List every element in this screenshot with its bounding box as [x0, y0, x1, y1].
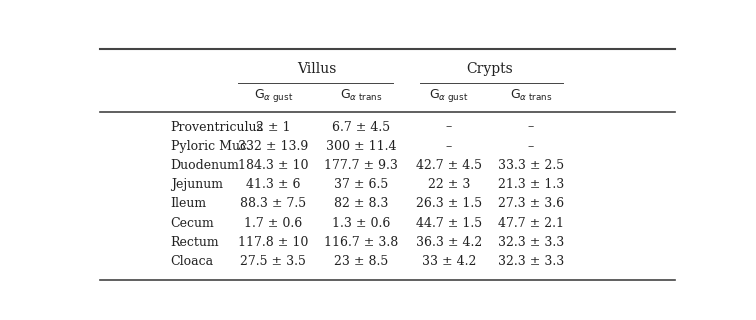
Text: 37 ± 6.5: 37 ± 6.5 [334, 178, 389, 191]
Text: 33.3 ± 2.5: 33.3 ± 2.5 [498, 159, 564, 172]
Text: –: – [528, 121, 534, 134]
Text: Duodenum: Duodenum [171, 159, 240, 172]
Text: Crypts: Crypts [466, 62, 513, 76]
Text: Ileum: Ileum [171, 197, 207, 211]
Text: 1.3 ± 0.6: 1.3 ± 0.6 [332, 217, 390, 230]
Text: 33 ± 4.2: 33 ± 4.2 [422, 255, 476, 268]
Text: –: – [446, 140, 452, 153]
Text: 36.3 ± 4.2: 36.3 ± 4.2 [416, 236, 482, 249]
Text: 117.8 ± 10: 117.8 ± 10 [238, 236, 308, 249]
Text: 32.3 ± 3.3: 32.3 ± 3.3 [498, 255, 564, 268]
Text: $\mathrm{G}_{\alpha\ \mathrm{trans}}$: $\mathrm{G}_{\alpha\ \mathrm{trans}}$ [339, 88, 383, 103]
Text: 1.7 ± 0.6: 1.7 ± 0.6 [244, 217, 302, 230]
Text: 21.3 ± 1.3: 21.3 ± 1.3 [498, 178, 564, 191]
Text: 26.3 ± 1.5: 26.3 ± 1.5 [416, 197, 482, 211]
Text: –: – [528, 140, 534, 153]
Text: Villus: Villus [297, 62, 337, 76]
Text: Jejunum: Jejunum [171, 178, 223, 191]
Text: $\mathrm{G}_{\alpha\ \mathrm{gust}}$: $\mathrm{G}_{\alpha\ \mathrm{gust}}$ [429, 87, 469, 104]
Text: Proventriculus: Proventriculus [171, 121, 264, 134]
Text: 23 ± 8.5: 23 ± 8.5 [334, 255, 389, 268]
Text: 2 ± 1: 2 ± 1 [256, 121, 290, 134]
Text: 332 ± 13.9: 332 ± 13.9 [238, 140, 308, 153]
Text: 44.7 ± 1.5: 44.7 ± 1.5 [416, 217, 482, 230]
Text: 22 ± 3: 22 ± 3 [428, 178, 470, 191]
Text: Cecum: Cecum [171, 217, 215, 230]
Text: 82 ± 8.3: 82 ± 8.3 [334, 197, 389, 211]
Text: $\mathrm{G}_{\alpha\ \mathrm{trans}}$: $\mathrm{G}_{\alpha\ \mathrm{trans}}$ [510, 88, 553, 103]
Text: 116.7 ± 3.8: 116.7 ± 3.8 [324, 236, 398, 249]
Text: 27.5 ± 3.5: 27.5 ± 3.5 [240, 255, 306, 268]
Text: Rectum: Rectum [171, 236, 219, 249]
Text: 88.3 ± 7.5: 88.3 ± 7.5 [240, 197, 306, 211]
Text: 300 ± 11.4: 300 ± 11.4 [326, 140, 396, 153]
Text: 42.7 ± 4.5: 42.7 ± 4.5 [416, 159, 482, 172]
Text: $\mathrm{G}_{\alpha\ \mathrm{gust}}$: $\mathrm{G}_{\alpha\ \mathrm{gust}}$ [253, 87, 293, 104]
Text: –: – [446, 121, 452, 134]
Text: 32.3 ± 3.3: 32.3 ± 3.3 [498, 236, 564, 249]
Text: 177.7 ± 9.3: 177.7 ± 9.3 [324, 159, 398, 172]
Text: 27.3 ± 3.6: 27.3 ± 3.6 [498, 197, 564, 211]
Text: Pyloric Muc.: Pyloric Muc. [171, 140, 250, 153]
Text: Cloaca: Cloaca [171, 255, 214, 268]
Text: 6.7 ± 4.5: 6.7 ± 4.5 [332, 121, 390, 134]
Text: 47.7 ± 2.1: 47.7 ± 2.1 [498, 217, 564, 230]
Text: 184.3 ± 10: 184.3 ± 10 [238, 159, 308, 172]
Text: 41.3 ± 6: 41.3 ± 6 [246, 178, 300, 191]
